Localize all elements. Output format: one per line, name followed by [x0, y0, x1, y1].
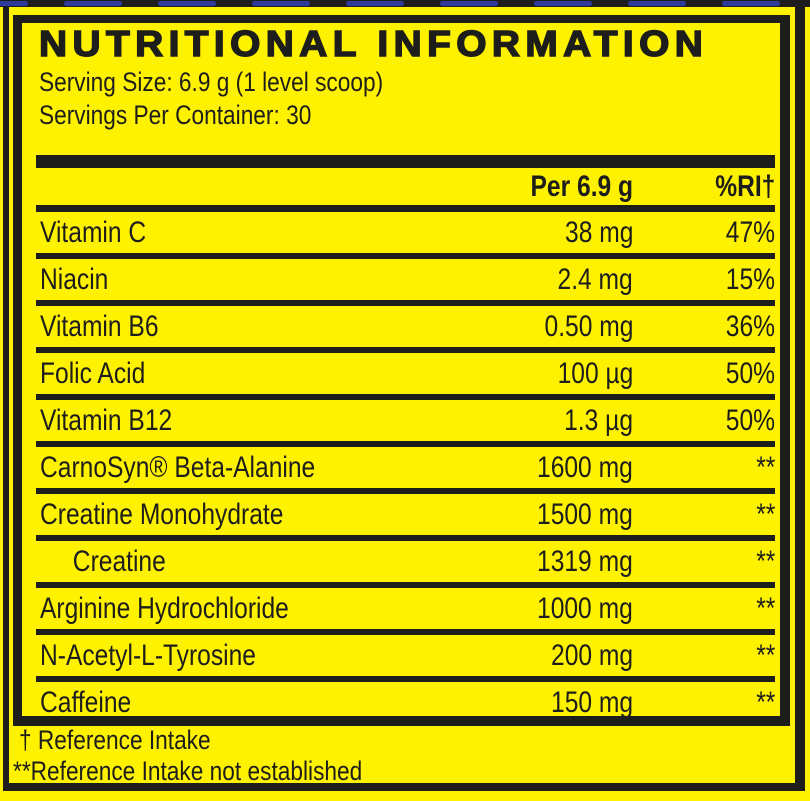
table-row: Creatine Monohydrate 1500 mg ** [36, 494, 775, 541]
table-row: Arginine Hydrochloride 1000 mg ** [36, 588, 775, 635]
page-title-text: NUTRITIONAL INFORMATION [38, 23, 709, 64]
nutrient-rdi: 47% [725, 215, 775, 249]
table-row: Niacin 2.4 mg 15% [36, 259, 775, 306]
dash [252, 1, 310, 6]
nutrient-rdi: 36% [725, 309, 775, 343]
nutrient-rdi: ** [755, 591, 775, 625]
nutrient-amount: 200 mg [550, 638, 633, 672]
nutrient-amount: 2.4 mg [557, 262, 633, 296]
footnote-not-established: **Reference Intake not established [13, 756, 363, 786]
table-row: N-Acetyl-L-Tyrosine 200 mg ** [36, 635, 775, 682]
nutrient-amount: 1000 mg [537, 591, 633, 625]
dash [158, 1, 216, 6]
nutrient-name: Folic Acid [40, 356, 146, 390]
dash [440, 1, 498, 6]
dash [628, 1, 686, 6]
table-row: Vitamin B12 1.3 µg 50% [36, 400, 775, 447]
nutrient-amount: 1500 mg [537, 497, 633, 531]
header-rdi-cell: %RI† [714, 169, 775, 203]
nutrient-amount: 1319 mg [537, 544, 633, 578]
nutrient-rdi: ** [755, 638, 775, 672]
table-header-row: Per 6.9 g %RI† [36, 168, 775, 212]
table-row: CarnoSyn® Beta-Alanine 1600 mg ** [36, 447, 775, 494]
nutrition-table: Per 6.9 g %RI† Vitamin C 38 mg 47% Niaci… [36, 155, 775, 723]
footnote-reference-intake: † Reference Intake [19, 725, 211, 755]
nutrient-name: Vitamin C [40, 215, 147, 249]
nutrient-amount: 100 µg [557, 356, 633, 390]
nutrient-name: Vitamin B12 [40, 403, 173, 437]
nutrient-name: Niacin [40, 262, 109, 296]
nutrient-rdi: 50% [725, 403, 775, 437]
serving-size-line: Serving Size: 6.9 g (1 level scoop) [39, 67, 384, 97]
nutrient-rdi: 50% [725, 356, 775, 390]
nutrient-name: Creatine [72, 544, 166, 578]
nutrient-rdi: ** [755, 450, 775, 484]
nutrient-rdi: 15% [725, 262, 775, 296]
servings-per-container-line: Servings Per Container: 30 [39, 100, 312, 130]
top-dashed-strip [0, 0, 810, 7]
footnotes: † Reference Intake **Reference Intake no… [13, 727, 429, 789]
nutrient-amount: 38 mg [564, 215, 633, 249]
table-row: Vitamin C 38 mg 47% [36, 212, 775, 259]
table-row-subingredient: Creatine 1319 mg ** [36, 541, 775, 588]
nutrient-rdi: ** [755, 544, 775, 578]
nutrient-amount: 1.3 µg [564, 403, 633, 437]
nutrient-name: Creatine Monohydrate [40, 497, 284, 531]
table-row: Caffeine 150 mg ** [36, 682, 775, 723]
nutrient-amount: 0.50 mg [544, 309, 633, 343]
nutrient-rdi: ** [755, 685, 775, 719]
nutrient-name: N-Acetyl-L-Tyrosine [40, 638, 256, 672]
nutrient-amount: 150 mg [550, 685, 633, 719]
nutrient-rdi: ** [755, 497, 775, 531]
label-inner-box: NUTRITIONAL INFORMATION Serving Size: 6.… [13, 15, 790, 726]
dash [346, 1, 404, 6]
dash [64, 1, 122, 6]
nutrient-name: Vitamin B6 [40, 309, 159, 343]
header-amount-cell: Per 6.9 g [530, 169, 633, 203]
table-row: Folic Acid 100 µg 50% [36, 353, 775, 400]
nutrient-name: Arginine Hydrochloride [40, 591, 289, 625]
nutrient-name: CarnoSyn® Beta-Alanine [40, 450, 316, 484]
nutrient-amount: 1600 mg [537, 450, 633, 484]
table-top-bar [36, 155, 775, 168]
nutrient-name: Caffeine [40, 685, 132, 719]
dash [722, 1, 780, 6]
dash [0, 1, 28, 6]
dash-row [0, 1, 810, 6]
table-row: Vitamin B6 0.50 mg 36% [36, 306, 775, 353]
dash [534, 1, 592, 6]
page-title: NUTRITIONAL INFORMATION [38, 23, 780, 68]
